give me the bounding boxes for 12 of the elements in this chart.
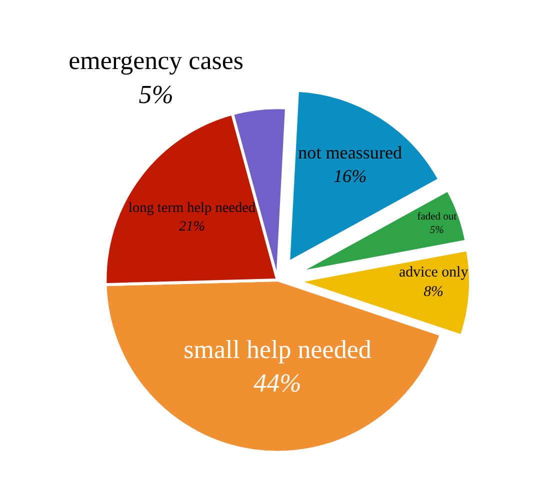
- slice-label: long term help needed: [128, 200, 256, 216]
- slice-label: advice only: [398, 264, 469, 281]
- data-label: 44%: [254, 368, 302, 398]
- slice-label: small help needed: [184, 334, 372, 364]
- slice-label: faded out: [417, 211, 457, 222]
- slice-label: emergency cases: [68, 46, 244, 76]
- data-label: 16%: [334, 166, 367, 186]
- data-label: 21%: [178, 218, 206, 234]
- data-label: 5%: [430, 225, 444, 236]
- slice-label: not meassured: [298, 142, 402, 162]
- data-label: 8%: [424, 284, 444, 300]
- data-label: 5%: [138, 80, 174, 110]
